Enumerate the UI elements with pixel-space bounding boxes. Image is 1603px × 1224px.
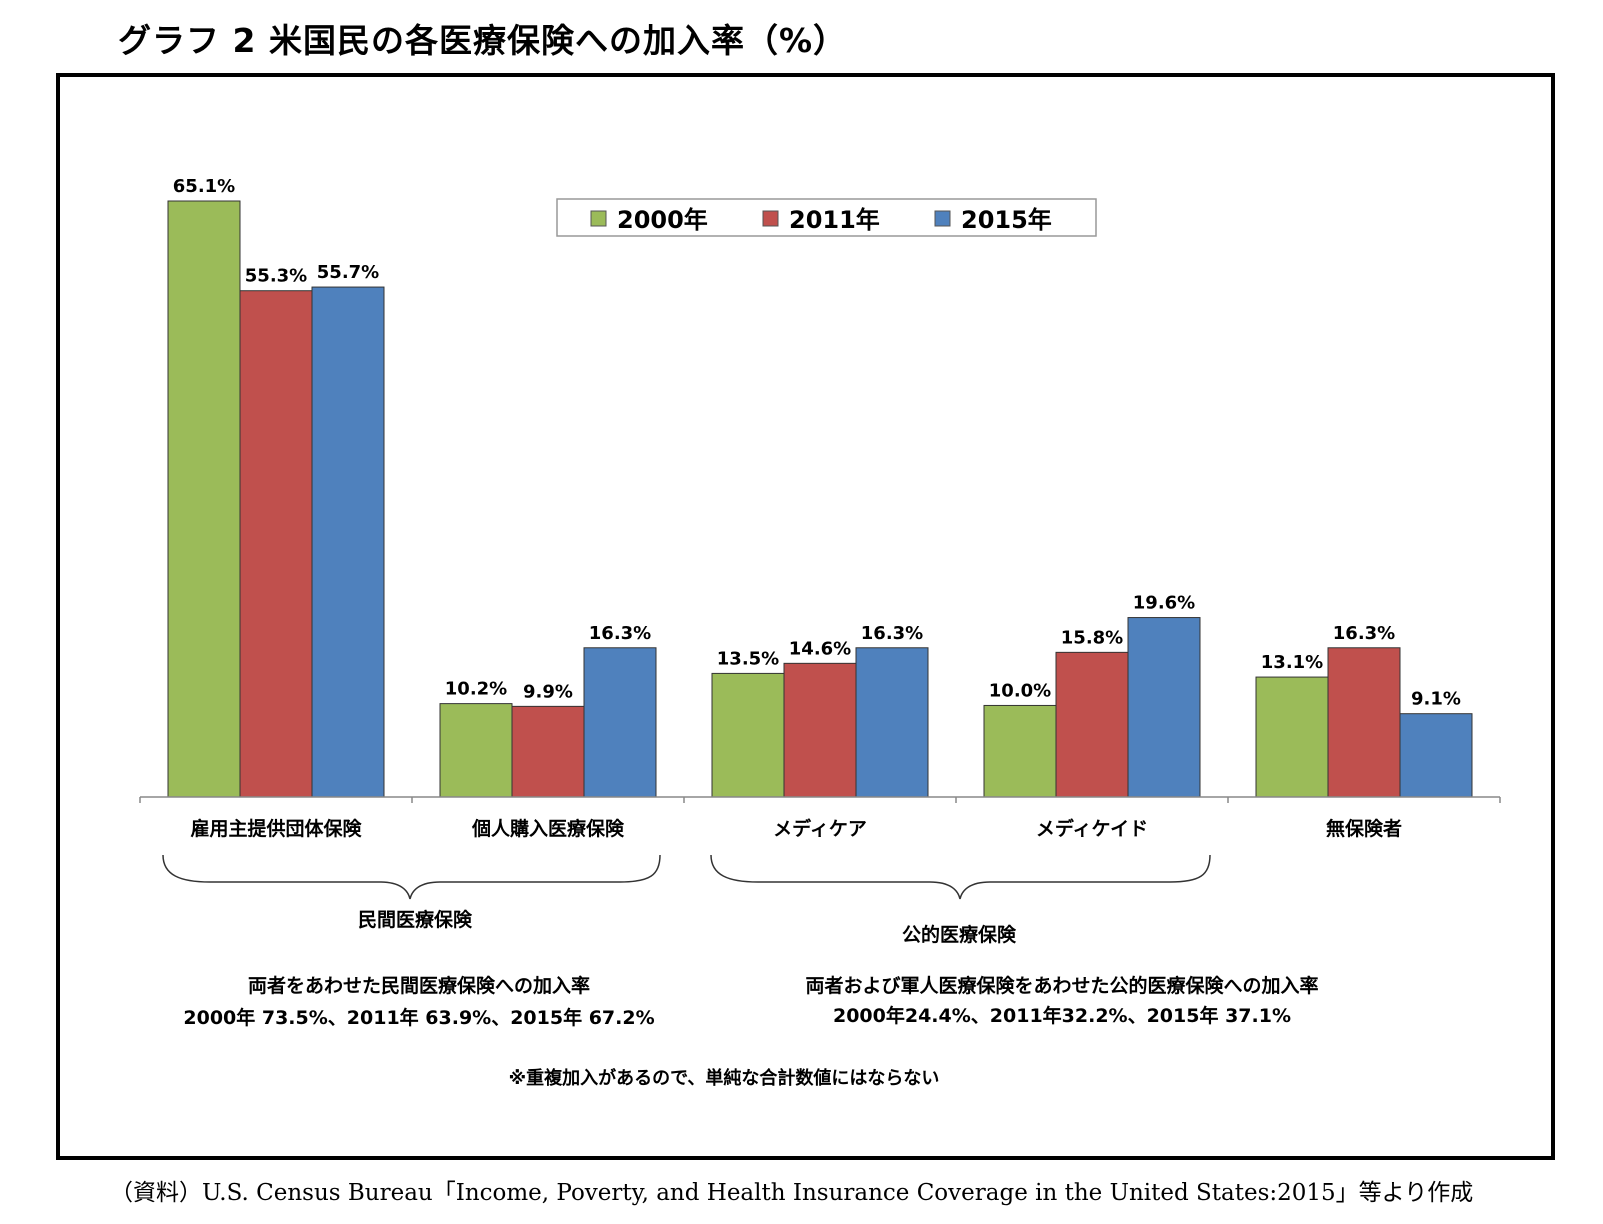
value-label-2000-0: 65.1%	[173, 176, 235, 197]
legend-label-2015: 2015年	[961, 206, 1052, 234]
footnote: ※重複加入があるので、単純な合計数値にはならない	[509, 1067, 940, 1089]
group-label-private: 民間医療保険	[358, 908, 473, 931]
bar-2000-1	[439, 703, 513, 798]
bar-2015-4	[1399, 713, 1473, 798]
source-note: （資料）U.S. Census Bureau「Income, Poverty, …	[110, 1180, 1474, 1206]
public-brace	[710, 854, 1211, 900]
bar-chart: 65.1% 55.3% 55.7% 10.2% 9.9% 16.3% 13.5% 14.6% 1…	[139, 176, 1501, 1089]
category-label-4: 無保険者	[1326, 817, 1402, 840]
legend-swatch-2011	[762, 210, 779, 227]
private-brace	[162, 854, 661, 900]
bar-2011-1	[511, 705, 585, 798]
value-label-2011-3: 15.8%	[1061, 627, 1123, 648]
legend-swatch-2015	[934, 210, 951, 227]
value-label-2011-4: 16.3%	[1333, 623, 1395, 644]
category-label-0: 雇用主提供団体保険	[190, 817, 362, 840]
bar-2015-2	[855, 647, 929, 798]
category-label-3: メディケイド	[1036, 817, 1148, 840]
bars-layer	[167, 200, 1473, 798]
bar-2015-1	[583, 647, 657, 798]
category-label-2: メディケア	[773, 817, 867, 840]
chart-title: グラフ 2 米国民の各医療保険への加入率（%）	[118, 21, 848, 60]
bar-2011-2	[783, 662, 857, 798]
private-note-line2: 2000年 73.5%、2011年 63.9%、2015年 67.2%	[183, 1006, 654, 1029]
group-label-public: 公的医療保険	[902, 923, 1017, 946]
value-label-2000-4: 13.1%	[1261, 652, 1323, 673]
legend-label-2000: 2000年	[617, 206, 708, 234]
public-note-line1: 両者および軍人医療保険をあわせた公的医療保険への加入率	[805, 974, 1318, 997]
bar-2000-3	[983, 704, 1057, 798]
bar-2000-2	[711, 672, 785, 798]
category-labels-layer: 雇用主提供団体保険 個人購入医療保険 メディケア メディケイド 無保険者	[190, 817, 1402, 840]
bar-2000-0	[167, 200, 241, 798]
value-labels-layer: 65.1% 55.3% 55.7% 10.2% 9.9% 16.3% 13.5% 14.6% 1…	[173, 176, 1461, 710]
value-label-2011-2: 14.6%	[789, 638, 851, 659]
value-label-2015-0: 55.7%	[317, 262, 379, 283]
value-label-2015-4: 9.1%	[1411, 689, 1461, 710]
private-note-line1: 両者をあわせた民間医療保険への加入率	[248, 974, 590, 997]
value-label-2015-3: 19.6%	[1133, 593, 1195, 614]
legend: 2000年 2011年 2015年	[556, 198, 1097, 237]
category-label-1: 個人購入医療保険	[471, 817, 625, 840]
value-label-2000-3: 10.0%	[989, 680, 1051, 701]
bar-2011-0	[239, 290, 313, 798]
bar-2011-4	[1327, 647, 1401, 798]
value-label-2015-2: 16.3%	[861, 623, 923, 644]
value-label-2015-1: 16.3%	[589, 623, 651, 644]
chart-frame: 65.1% 55.3% 55.7% 10.2% 9.9% 16.3% 13.5% 14.6% 1…	[56, 73, 1555, 1160]
bar-2015-0	[311, 286, 385, 798]
value-label-2000-2: 13.5%	[717, 648, 779, 669]
bar-2015-3	[1127, 617, 1201, 798]
value-label-2011-0: 55.3%	[245, 266, 307, 287]
bar-2011-3	[1055, 651, 1129, 798]
value-label-2000-1: 10.2%	[445, 679, 507, 700]
legend-swatch-2000	[590, 210, 607, 227]
x-ticks-layer	[139, 797, 1501, 803]
value-label-2011-1: 9.9%	[523, 681, 573, 702]
public-note-line2: 2000年24.4%、2011年32.2%、2015年 37.1%	[833, 1004, 1291, 1027]
legend-label-2011: 2011年	[789, 206, 880, 234]
legend-box	[556, 198, 1097, 237]
bar-2000-4	[1255, 676, 1329, 798]
